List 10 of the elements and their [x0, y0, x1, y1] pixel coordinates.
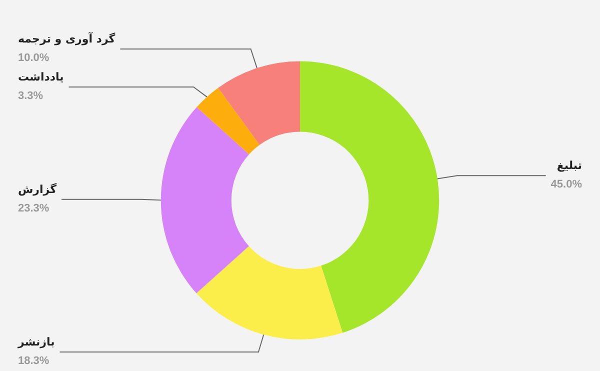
data-label: 45.0% — [550, 178, 582, 191]
slice-label: بازنشر — [17, 336, 55, 348]
data-label: 18.3% — [18, 355, 50, 367]
slice-label: گزارش — [18, 182, 58, 196]
data-label: 3.3% — [18, 90, 44, 102]
slice-label: یادداشت — [18, 70, 64, 84]
data-label: 10.0% — [18, 52, 50, 64]
data-label: 23.3% — [18, 202, 50, 214]
slice-label: تبلیغ — [556, 159, 582, 172]
slice-label: گرد آوری و ترجمه — [18, 32, 116, 46]
